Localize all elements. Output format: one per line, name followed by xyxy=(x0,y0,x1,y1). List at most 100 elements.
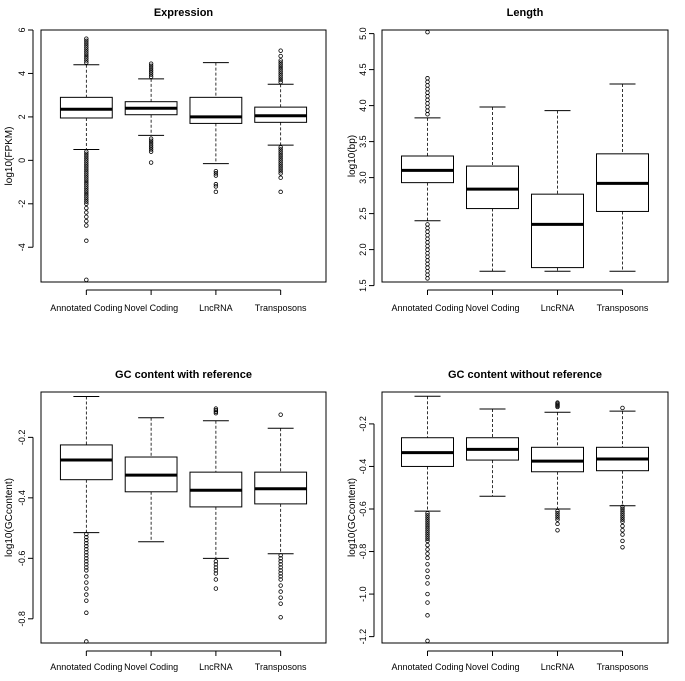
y-tick-label: -0.2 xyxy=(358,416,368,432)
box-annotated-coding xyxy=(59,396,113,644)
outlier-point xyxy=(425,528,430,533)
outlier-point xyxy=(84,151,89,157)
iqr-box xyxy=(531,193,584,269)
y-tick-label: -0.2 xyxy=(17,430,27,446)
plot-frame xyxy=(381,391,669,644)
outlier-point xyxy=(84,169,89,174)
outlier-point xyxy=(213,169,219,174)
outlier-point xyxy=(84,49,89,54)
outlier-point xyxy=(425,525,430,531)
outlier-point xyxy=(84,153,89,159)
outlier-point xyxy=(213,407,219,413)
outlier-point xyxy=(425,79,430,85)
outlier-point xyxy=(555,511,560,516)
outlier-point xyxy=(84,179,89,185)
outlier-point xyxy=(84,534,89,540)
x-tick-label: LncRNA xyxy=(199,662,233,672)
chart-title: GC content without reference xyxy=(448,369,602,381)
outlier-point xyxy=(84,205,89,211)
outlier-point xyxy=(620,511,625,516)
outlier-point xyxy=(278,155,283,161)
y-tick-label: -4 xyxy=(17,243,27,251)
y-tick-label: 4 xyxy=(17,71,27,76)
outlier-point xyxy=(425,90,430,95)
outlier-point xyxy=(213,406,219,411)
plot-frame xyxy=(40,29,327,283)
outlier-point xyxy=(425,261,430,267)
box-annotated-coding xyxy=(59,36,113,283)
outlier-point xyxy=(425,112,430,117)
outlier-point xyxy=(278,571,283,576)
iqr-box xyxy=(466,165,519,210)
outlier-point xyxy=(278,175,283,180)
outlier-point xyxy=(620,528,625,533)
outlier-point xyxy=(84,214,89,220)
outlier-point xyxy=(620,532,625,537)
outlier-point xyxy=(84,277,89,283)
outlier-point xyxy=(620,545,625,550)
outlier-point xyxy=(555,528,560,533)
outlier-point xyxy=(620,513,625,518)
outlier-point xyxy=(84,53,89,59)
outlier-point xyxy=(84,550,89,555)
outlier-point xyxy=(84,547,89,552)
outlier-point xyxy=(84,544,89,549)
outlier-point xyxy=(278,79,283,85)
outlier-point xyxy=(84,556,89,561)
outlier-point xyxy=(213,559,219,564)
x-tick-label: Annotated Coding xyxy=(391,662,463,672)
outlier-point xyxy=(84,175,89,180)
outlier-point xyxy=(425,536,430,541)
outlier-point xyxy=(425,600,430,605)
iqr-box xyxy=(59,96,113,119)
x-tick-label: LncRNA xyxy=(541,303,575,313)
outlier-point xyxy=(84,192,89,198)
outlier-point xyxy=(620,504,625,510)
outlier-point xyxy=(278,158,283,163)
outlier-point xyxy=(425,101,430,106)
outlier-point xyxy=(148,70,154,75)
outlier-point xyxy=(425,229,430,234)
outlier-point xyxy=(84,158,89,163)
y-axis-label: log10(GCcontent) xyxy=(4,478,15,557)
x-tick-label: Annotated Coding xyxy=(50,303,122,313)
outlier-point xyxy=(213,409,219,414)
outlier-point xyxy=(148,149,154,154)
y-axis-label: log10(bp) xyxy=(347,135,358,177)
outlier-point xyxy=(278,151,283,157)
y-tick-label: 3.5 xyxy=(358,135,368,148)
outlier-point xyxy=(425,538,430,544)
chart-title: Expression xyxy=(154,7,214,19)
outlier-point xyxy=(425,232,430,238)
outlier-point xyxy=(425,243,430,249)
outlier-point xyxy=(84,177,89,183)
y-tick-label: 2.0 xyxy=(358,243,368,256)
outlier-point xyxy=(278,166,283,172)
y-tick-label: 6 xyxy=(17,27,27,32)
outlier-point xyxy=(425,521,430,527)
outlier-point xyxy=(84,210,89,215)
outlier-point xyxy=(84,190,89,196)
outlier-point xyxy=(425,517,430,522)
outlier-point xyxy=(84,574,89,579)
outlier-point xyxy=(425,555,430,561)
outlier-point xyxy=(620,523,625,529)
outlier-point xyxy=(620,515,625,520)
box-transposons xyxy=(596,83,649,272)
y-tick-label: 0 xyxy=(17,158,27,163)
outlier-point xyxy=(425,547,430,552)
outlier-point xyxy=(84,223,89,228)
outlier-point xyxy=(425,86,430,92)
outlier-point xyxy=(425,534,430,539)
outlier-point xyxy=(555,515,560,520)
chart-panel: Expression log10(FPKM) -4 -2 0 2 4 6 Annotated C… xyxy=(4,7,327,313)
outlier-point xyxy=(84,60,89,65)
outlier-point xyxy=(148,61,154,66)
outlier-point xyxy=(84,197,89,202)
outlier-point xyxy=(278,66,283,72)
y-tick-label: 2.5 xyxy=(358,207,368,220)
outlier-point xyxy=(278,77,283,83)
outlier-point xyxy=(278,162,283,167)
x-tick-label: LncRNA xyxy=(541,662,575,672)
outlier-point xyxy=(425,269,430,274)
